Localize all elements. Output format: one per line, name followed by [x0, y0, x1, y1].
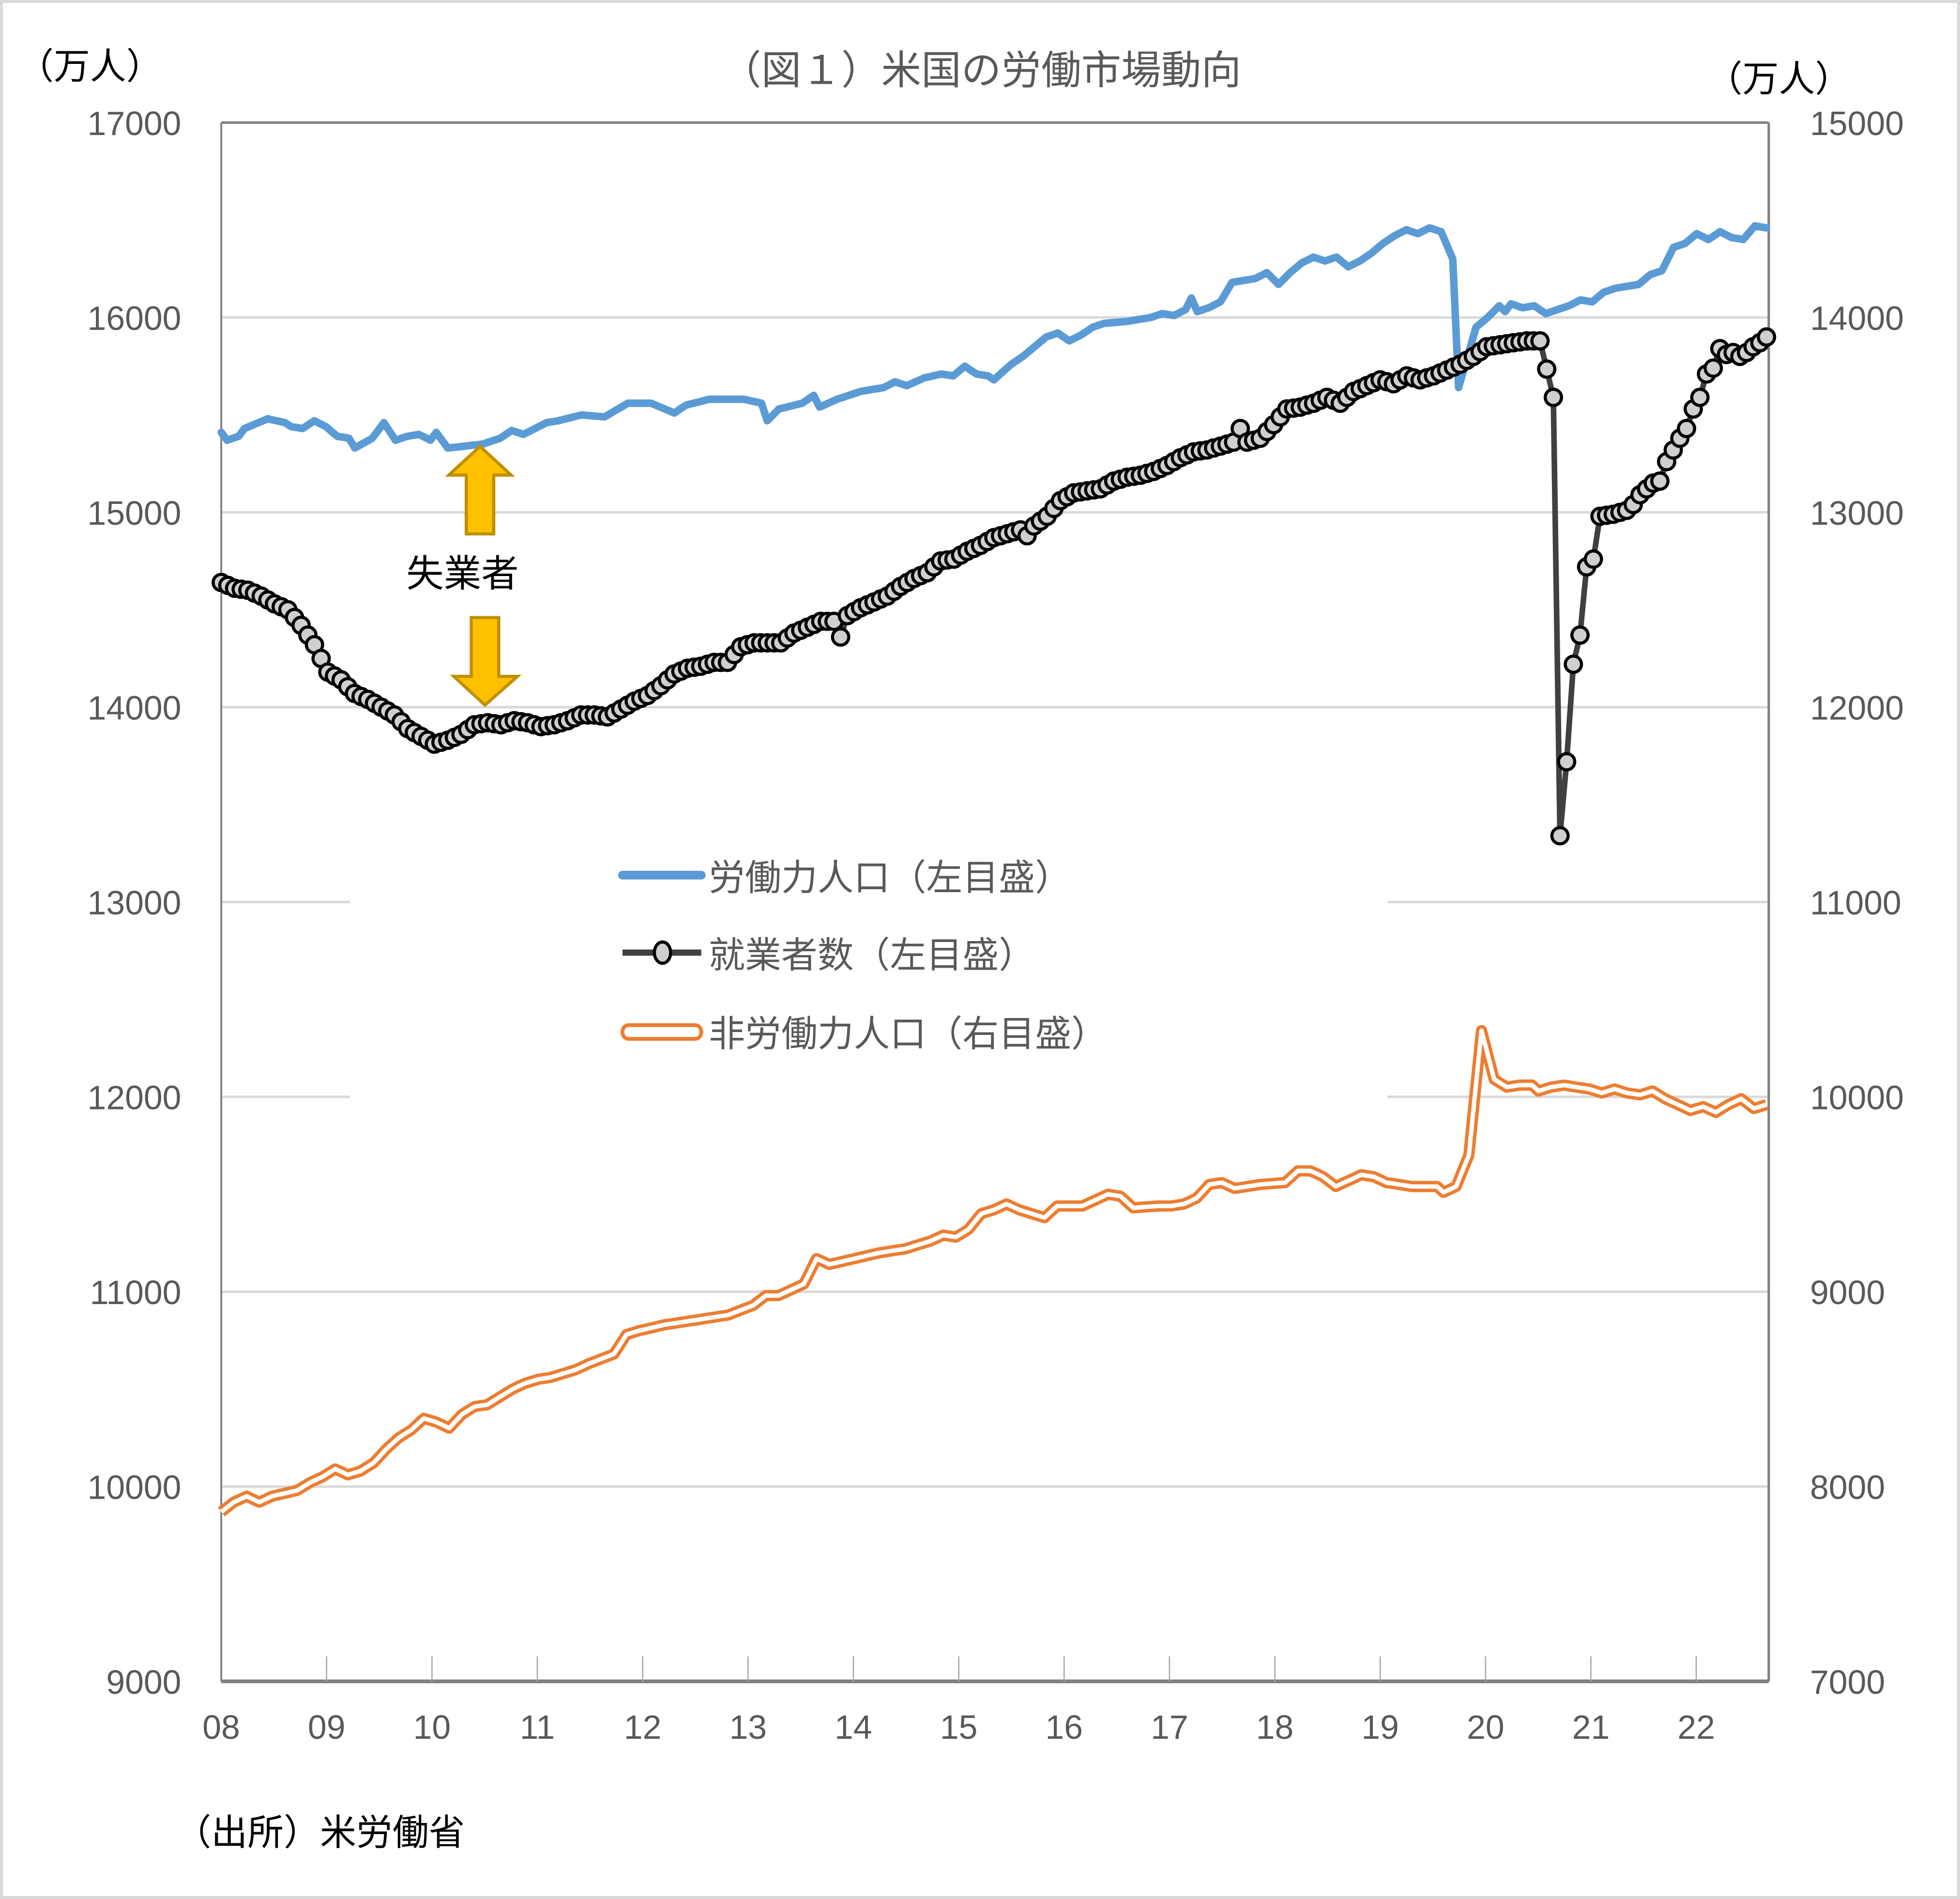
x-axis-tick-label: 20 — [1467, 1708, 1504, 1746]
arrow-up-icon — [444, 444, 516, 536]
unemployed-annotation: 失業者 — [406, 444, 522, 708]
annotation-label: 失業者 — [406, 552, 518, 595]
x-axis-tick-label: 08 — [202, 1708, 240, 1746]
right-axis-tick-label: 12000 — [1810, 689, 1904, 727]
right-axis-tick-label: 7000 — [1810, 1663, 1885, 1701]
left-axis-tick-label: 15000 — [88, 494, 182, 532]
x-axis-tick-label: 13 — [729, 1708, 767, 1746]
left-axis-tick-label: 11000 — [90, 1274, 182, 1311]
right-axis-tick-label: 8000 — [1810, 1469, 1885, 1506]
left-axis-tick-label: 13000 — [88, 884, 182, 922]
legend-item-employed: 就業者数（左目盛） — [622, 934, 1035, 976]
svg-text:就業者数（左目盛）: 就業者数（左目盛） — [709, 934, 1035, 976]
source-note: （出所）米労働省 — [175, 1811, 465, 1854]
legend-background — [350, 835, 1388, 1110]
x-axis-tick-label: 21 — [1572, 1708, 1610, 1746]
right-axis-unit: （万人） — [1706, 58, 1852, 100]
left-axis-tick-label: 14000 — [88, 689, 182, 727]
marker-circle-icon — [653, 940, 672, 965]
x-axis-tick-label: 22 — [1677, 1708, 1715, 1746]
right-axis-tick-label: 10000 — [1810, 1079, 1904, 1117]
x-axis-tick-label: 10 — [413, 1708, 451, 1746]
right-axis-tick-label: 13000 — [1810, 494, 1904, 532]
x-axis-tick-label: 09 — [308, 1708, 346, 1746]
left-axis-tick-label: 12000 — [88, 1079, 182, 1117]
legend-item-non-labor-force: 非労働力人口（右目盛） — [621, 1013, 1108, 1055]
right-axis-tick-label: 9000 — [1810, 1274, 1885, 1311]
left-axis-tick-label: 9000 — [106, 1663, 181, 1701]
chart-title: （図１）米国の労働市場動向 — [721, 47, 1241, 93]
right-axis-tick-label: 15000 — [1810, 105, 1904, 142]
legend: 労働力人口（左目盛） 就業者数（左目盛） 非労働力人口（右目盛） — [350, 835, 1388, 1110]
x-axis-tick-label: 14 — [835, 1708, 872, 1746]
left-axis-tick-label: 16000 — [88, 300, 182, 337]
left-axis-tick-label: 10000 — [88, 1469, 182, 1506]
x-axis-tick-label: 12 — [624, 1708, 662, 1746]
arrow-down-icon — [450, 616, 522, 708]
x-axis-tick-label: 19 — [1361, 1708, 1399, 1746]
legend-item-labor-force: 労働力人口（左目盛） — [618, 856, 1071, 899]
x-axis-tick-label: 16 — [1045, 1708, 1083, 1746]
series-labor-force — [217, 222, 1771, 452]
axes: 9000 10000 11000 12000 13000 14000 15000 16000 1… — [88, 105, 1904, 1746]
x-axis-tick-label: 17 — [1151, 1708, 1188, 1746]
left-axis-tick-label: 17000 — [88, 105, 182, 142]
x-axis-tick-label: 11 — [520, 1708, 555, 1746]
left-axis-unit: （万人） — [17, 45, 163, 88]
right-axis-tick-label: 14000 — [1810, 300, 1904, 337]
svg-text:非労働力人口（右目盛）: 非労働力人口（右目盛） — [709, 1013, 1108, 1055]
x-axis-tick-label: 15 — [940, 1708, 978, 1746]
series-non-labor-force — [218, 1025, 1768, 1517]
x-axis-tick-label: 18 — [1256, 1708, 1294, 1746]
svg-text:労働力人口（左目盛）: 労働力人口（左目盛） — [709, 856, 1071, 899]
right-axis-tick-label: 11000 — [1810, 884, 1901, 922]
series-employed — [212, 327, 1777, 846]
